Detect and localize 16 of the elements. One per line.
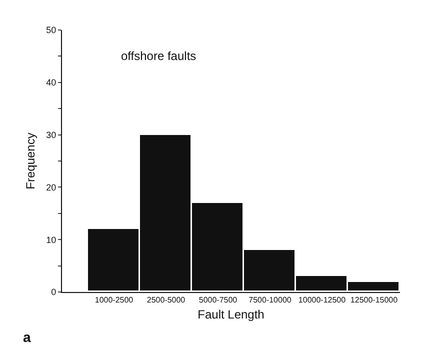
y-tick-label: 0 <box>51 287 56 298</box>
annotation: offshore faults <box>121 49 196 63</box>
y-tick-label: 40 <box>46 78 56 88</box>
x-tick-label: 10000-12500 <box>298 296 346 305</box>
y-tick-label: 10 <box>46 234 56 245</box>
y-tick-label: 50 <box>46 25 56 36</box>
y-tick-label: 30 <box>46 130 56 140</box>
y-tick-label: 20 <box>46 182 56 192</box>
x-axis-title: Fault Length <box>198 308 264 322</box>
y-axis-title: Frequency <box>23 132 38 190</box>
x-tick-label: 1000-2500 <box>94 296 134 305</box>
text: a <box>23 329 31 345</box>
x-tick-label: 2500-5000 <box>146 296 186 305</box>
x-tick-label: 12500-15000 <box>350 296 398 305</box>
x-tick-label: 5000-7500 <box>198 296 238 305</box>
x-tick-label: 7500-10000 <box>248 296 292 305</box>
